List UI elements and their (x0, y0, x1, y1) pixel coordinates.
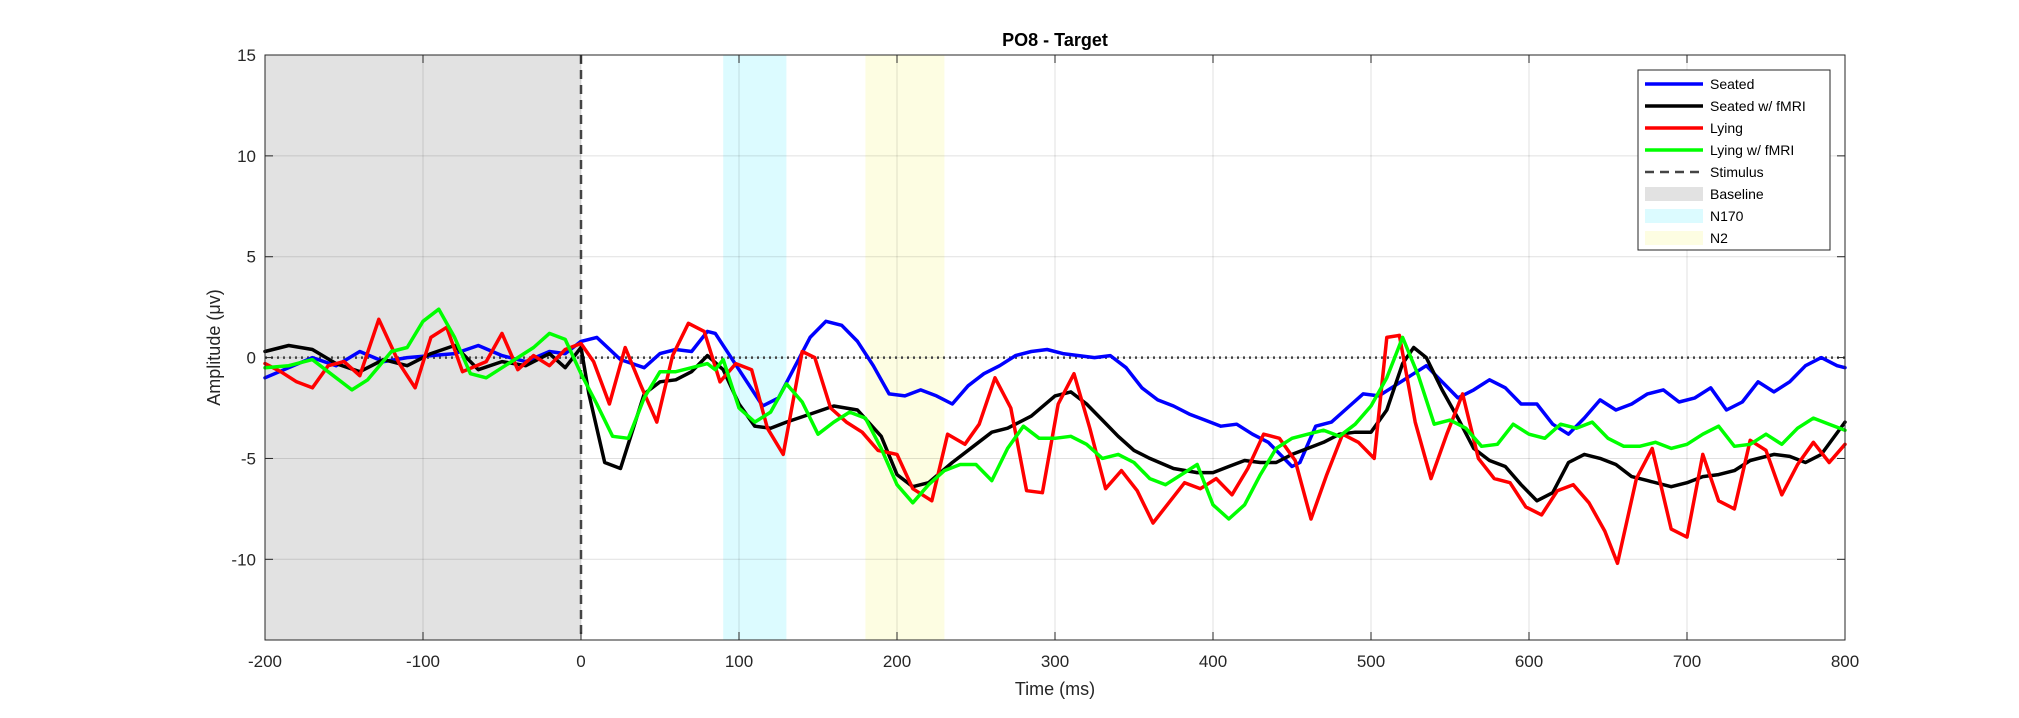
y-axis-label: Amplitude (μv) (204, 289, 224, 405)
legend-swatch-baseline (1645, 187, 1703, 201)
series-line-seated (263, 319, 1847, 469)
x-tick-label: 0 (576, 652, 585, 671)
x-tick-label: -100 (406, 652, 440, 671)
y-tick-label: -10 (231, 550, 256, 569)
x-tick-label: 600 (1515, 652, 1543, 671)
legend-label-lying: Lying (1710, 120, 1743, 136)
x-axis-label: Time (ms) (1015, 679, 1095, 699)
y-tick-label: 10 (237, 147, 256, 166)
x-tick-label: 500 (1357, 652, 1385, 671)
y-tick-label: 0 (247, 349, 256, 368)
legend-label-n170: N170 (1710, 208, 1744, 224)
x-tick-label: 100 (725, 652, 753, 671)
series-lines (263, 307, 1847, 566)
x-tick-label: 700 (1673, 652, 1701, 671)
x-tick-label: 200 (883, 652, 911, 671)
region-n170 (723, 55, 787, 640)
x-tick-label: -200 (248, 652, 282, 671)
legend-label-seated: Seated (1710, 76, 1754, 92)
legend: Seated Seated w/ fMRI Lying Lying w/ fMRI St… (1637, 69, 1831, 251)
x-tick-label: 300 (1041, 652, 1069, 671)
region-baseline (265, 55, 581, 640)
y-tick-label: -5 (241, 449, 256, 468)
legend-label-stimulus: Stimulus (1710, 164, 1764, 180)
legend-swatch-n170 (1645, 209, 1703, 223)
legend-label-seated-w-fmri: Seated w/ fMRI (1710, 98, 1806, 114)
legend-label-n2: N2 (1710, 230, 1728, 246)
series-line-lying (263, 317, 1847, 566)
legend-label-baseline: Baseline (1710, 186, 1764, 202)
x-tick-label: 400 (1199, 652, 1227, 671)
region-n2 (865, 55, 945, 640)
legend-swatch-n2 (1645, 231, 1703, 245)
axis-ticks: -200 -100 0 100 200 300 400 500 600 700 800 -10 -5 0 5… (231, 46, 1859, 671)
y-tick-label: 15 (237, 46, 256, 65)
legend-label-lying-w-fmri: Lying w/ fMRI (1710, 142, 1794, 158)
series-line-seated-w-fmri (263, 343, 1847, 503)
x-tick-label: 800 (1831, 652, 1859, 671)
legend-items: Seated Seated w/ fMRI Lying Lying w/ fMRI St… (1645, 76, 1806, 246)
series-line-lying-w-fmri (263, 307, 1847, 521)
highlight-regions (265, 55, 945, 640)
chart-title: PO8 - Target (1002, 30, 1108, 50)
y-tick-label: 5 (247, 248, 256, 267)
